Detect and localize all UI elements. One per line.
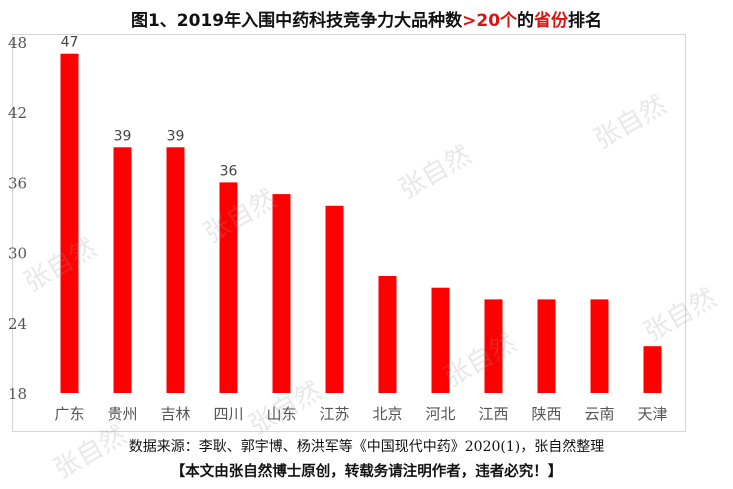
data-label: 47 [61, 35, 79, 51]
bar-江苏 [325, 205, 344, 393]
x-tick-label: 山东 [266, 405, 296, 423]
data-source-note: 数据来源：李耿、郭宇博、杨洪军等《中国现代中药》2020(1)，张自然整理 [128, 439, 605, 455]
bar-广东 [60, 53, 79, 393]
x-tick-label: 北京 [372, 405, 402, 423]
chart-title: 图1、2019年入围中药科技竞争力大品种数>20个的省份排名 [0, 6, 733, 31]
bar-天津 [643, 346, 662, 393]
x-tick-label: 江西 [478, 405, 508, 423]
x-tick-label: 天津 [637, 405, 667, 423]
bar-山东 [272, 194, 291, 393]
bar-陕西 [537, 299, 556, 393]
bar-江西 [484, 299, 503, 393]
y-tick-label: 48 [8, 34, 27, 52]
y-tick-label: 42 [8, 104, 27, 122]
bar-吉林 [166, 147, 185, 393]
y-tick-label: 30 [8, 245, 27, 263]
x-tick-label: 云南 [584, 405, 614, 423]
title-highlight-province: 省份 [534, 11, 569, 31]
title-text-suffix: 排名 [568, 11, 603, 31]
y-tick-label: 36 [8, 174, 27, 192]
x-tick-label: 广东 [54, 405, 84, 423]
bar-四川 [219, 182, 238, 393]
bar-河北 [431, 287, 450, 393]
x-tick-label: 江苏 [319, 405, 349, 423]
y-tick-label: 24 [8, 315, 27, 333]
x-tick-label: 贵州 [107, 405, 137, 423]
data-label: 36 [220, 163, 238, 179]
copyright-notice: 【本文由张自然博士原创，转载务请注明作者，违者必究！】 [170, 464, 563, 480]
x-tick-label: 陕西 [531, 405, 561, 423]
x-tick-label: 河北 [425, 405, 455, 423]
bar-云南 [590, 299, 609, 393]
title-text-middle: 的 [517, 11, 535, 31]
x-tick-label: 四川 [213, 405, 243, 423]
title-highlight-count: >20个 [462, 11, 518, 31]
bar-北京 [378, 276, 397, 393]
chart-frame [12, 34, 686, 432]
x-tick-label: 吉林 [160, 405, 190, 423]
title-text: 图1、2019年入围中药科技竞争力大品种数 [130, 11, 463, 31]
data-label: 39 [167, 128, 185, 144]
data-label: 39 [114, 128, 132, 144]
y-tick-label: 18 [8, 385, 27, 403]
bar-贵州 [113, 147, 132, 393]
